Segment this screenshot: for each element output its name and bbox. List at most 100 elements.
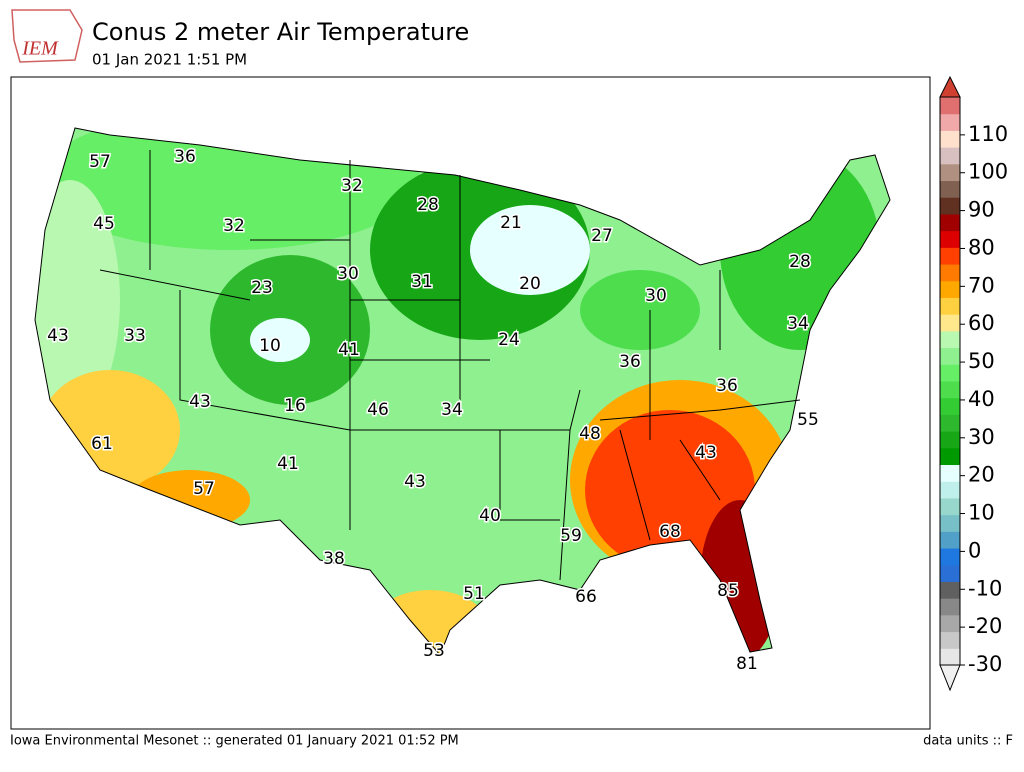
colorbar-band <box>940 397 960 415</box>
colorbar-tick-label: 80 <box>968 235 995 259</box>
station-value: 31 <box>411 272 433 292</box>
colorbar-band <box>940 598 960 616</box>
station-value: 16 <box>284 396 306 416</box>
station-value: 40 <box>479 506 501 526</box>
colorbar-band <box>940 230 960 248</box>
station-value: 23 <box>251 278 273 298</box>
colorbar-band <box>940 381 960 399</box>
colorbar-tick-label: 0 <box>968 538 981 562</box>
station-value: 38 <box>323 549 345 569</box>
station-value: 34 <box>787 314 809 334</box>
station-value: 43 <box>695 443 717 463</box>
station-value: 32 <box>223 216 245 236</box>
station-value: 28 <box>417 195 439 215</box>
colorbar-tick-label: 10 <box>968 501 995 525</box>
colorbar-band <box>940 431 960 449</box>
logo: IEM <box>11 9 83 63</box>
subtitle: 01 Jan 2021 1:51 PM <box>92 51 247 69</box>
colorbar-band <box>940 548 960 566</box>
colorbar-band <box>940 447 960 466</box>
colorbar-tick-label: -20 <box>968 614 1002 638</box>
colorbar-band <box>940 197 960 215</box>
colorbar-band <box>940 564 960 582</box>
station-value: 33 <box>124 326 146 346</box>
colorbar-band <box>940 414 960 432</box>
station-value: 51 <box>463 584 485 604</box>
logo-text: IEM <box>21 38 59 60</box>
station-value: 53 <box>423 641 445 661</box>
station-value: 57 <box>89 152 111 172</box>
colorbar-band <box>940 213 960 232</box>
station-value: 20 <box>519 274 541 294</box>
colorbar-tick-label: 20 <box>968 463 995 487</box>
colorbar-band <box>940 280 960 298</box>
station-value: 43 <box>404 472 426 492</box>
colorbar-frame <box>939 96 961 666</box>
colorbar-band <box>940 130 960 148</box>
colorbar-band <box>940 614 960 633</box>
colorbar-band <box>940 347 960 365</box>
station-value: 43 <box>47 326 69 346</box>
colorbar: -30 -20 -10 0 10 20 30 40 50 60 70 80 90 100 110 <box>939 75 1008 692</box>
station-value: 10 <box>259 336 281 356</box>
colorbar-tick-label: -10 <box>968 576 1002 600</box>
colorbar-band <box>940 481 960 499</box>
station-value: 46 <box>367 400 389 420</box>
colorbar-band <box>940 297 960 315</box>
colorbar-band <box>940 147 960 165</box>
station-value: 66 <box>575 587 597 607</box>
colorbar-band <box>940 330 960 349</box>
station-value: 41 <box>277 454 299 474</box>
colorbar-band <box>940 180 960 198</box>
colorbar-tick-label: -30 <box>968 652 1002 676</box>
colorbar-over <box>939 75 961 98</box>
station-value: 34 <box>441 400 463 420</box>
colorbar-band <box>940 464 960 482</box>
station-value: 59 <box>560 526 582 546</box>
colorbar-band <box>940 581 960 599</box>
station-value: 36 <box>716 376 738 396</box>
colorbar-band <box>940 648 960 666</box>
colorbar-band <box>940 264 960 282</box>
colorbar-under <box>939 664 961 692</box>
station-value: 30 <box>337 264 359 284</box>
colorbar-band <box>940 113 960 131</box>
station-value: 36 <box>619 352 641 372</box>
colorbar-band <box>940 163 960 182</box>
colorbar-band <box>940 631 960 649</box>
station-value: 28 <box>789 252 811 272</box>
colorbar-tick-label: 100 <box>968 160 1008 184</box>
station-value: 45 <box>93 214 115 234</box>
colorbar-tick-label: 110 <box>968 122 1008 146</box>
station-value: 68 <box>659 522 681 542</box>
station-value: 48 <box>579 424 601 444</box>
colorbar-band <box>940 247 960 265</box>
colorbar-band <box>940 97 960 115</box>
colorbar-tick-label: 90 <box>968 198 995 222</box>
colorbar-tick-label: 70 <box>968 273 995 297</box>
colorbar-band <box>940 314 960 332</box>
station-value: 57 <box>193 479 215 499</box>
colorbar-tick-label: 40 <box>968 387 995 411</box>
colorbar-tick-label: 30 <box>968 425 995 449</box>
station-value: 36 <box>174 147 196 167</box>
footer-right: data units :: F <box>923 734 1013 749</box>
footer-left: Iowa Environmental Mesonet :: generated … <box>10 734 459 749</box>
station-value: 41 <box>338 340 360 360</box>
title: Conus 2 meter Air Temperature <box>92 18 469 46</box>
station-value: 27 <box>591 226 613 246</box>
station-value: 24 <box>498 330 520 350</box>
station-value: 30 <box>645 286 667 306</box>
station-value: 81 <box>736 654 758 674</box>
colorbar-tick-label: 60 <box>968 311 995 335</box>
colorbar-band <box>940 364 960 382</box>
station-value: 32 <box>341 176 363 196</box>
colorbar-band <box>940 497 960 516</box>
station-value: 43 <box>189 392 211 412</box>
station-value: 55 <box>797 410 819 430</box>
colorbar-tick-label: 50 <box>968 349 995 373</box>
station-value: 61 <box>91 434 113 454</box>
station-value: 85 <box>717 581 739 601</box>
station-value: 21 <box>500 213 522 233</box>
